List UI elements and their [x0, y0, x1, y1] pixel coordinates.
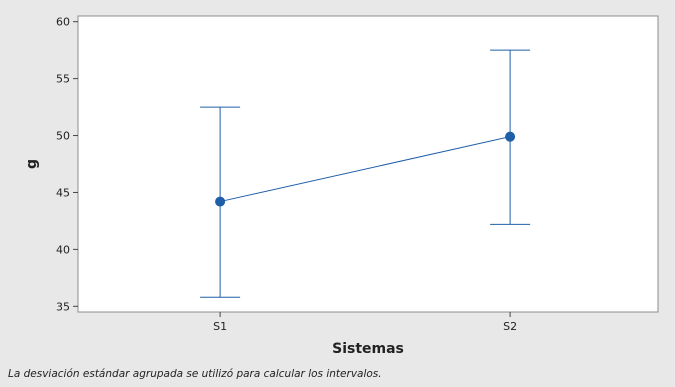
x-tick-label-s1: S1 [213, 320, 227, 333]
y-tick-label: 35 [56, 300, 70, 313]
plot-area [77, 15, 659, 313]
y-tick-label: 50 [56, 130, 70, 143]
y-tick-label: 45 [56, 186, 70, 199]
y-axis-ticks: 35 40 45 50 55 60 [56, 16, 78, 313]
series-group [200, 49, 531, 298]
x-axis-title: Sistemas [332, 341, 404, 357]
y-tick-label: 55 [56, 73, 70, 86]
footnote: La desviación estándar agrupada se utili… [8, 368, 382, 380]
mean-point-s2 [505, 131, 516, 142]
y-tick-label: 40 [56, 243, 70, 256]
x-axis-ticks: S1 S2 [213, 312, 517, 333]
mean-connect-line [219, 136, 511, 203]
x-tick-label-s2: S2 [503, 320, 517, 333]
y-tick-label: 60 [56, 16, 70, 29]
y-axis-title: g [24, 159, 40, 169]
mean-point-s1 [215, 196, 226, 207]
